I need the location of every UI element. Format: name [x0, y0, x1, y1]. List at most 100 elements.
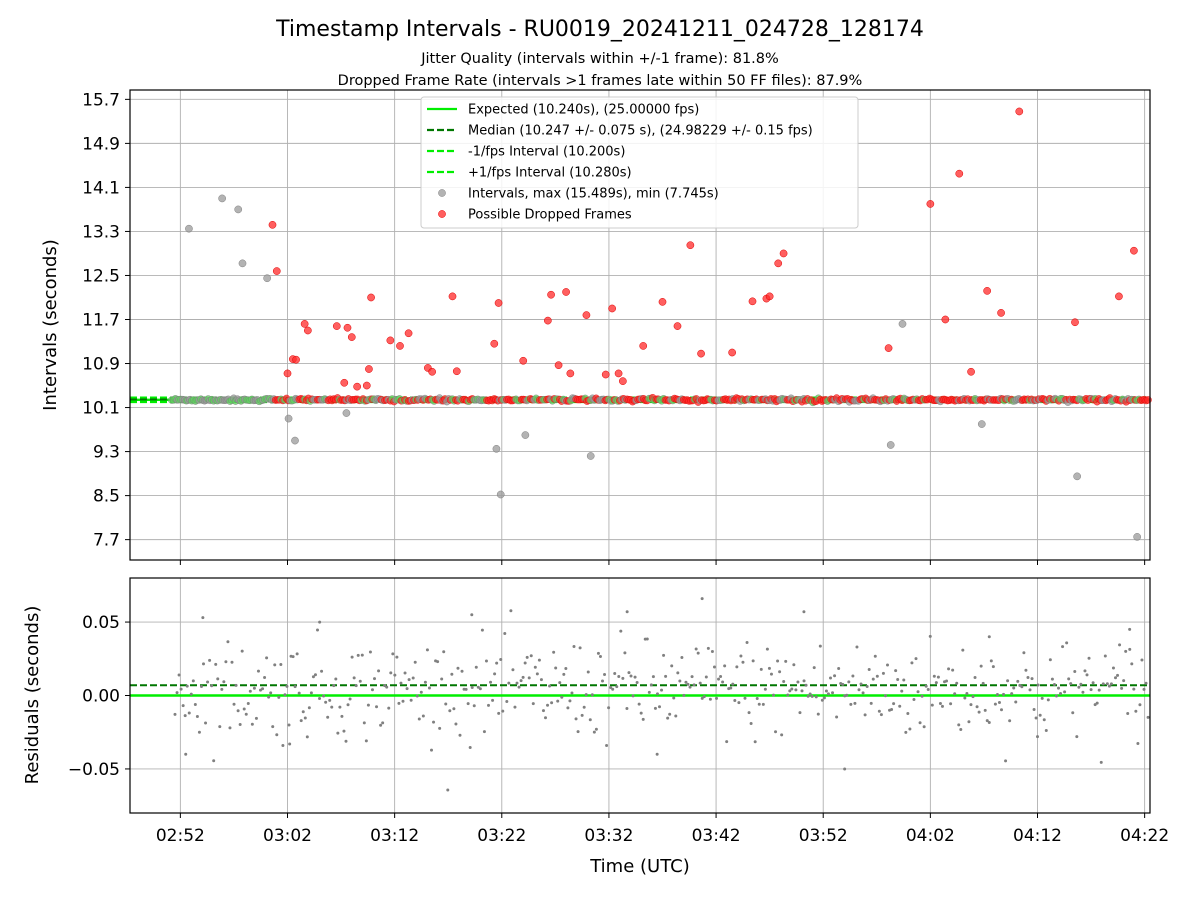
- residual-point: [493, 672, 497, 676]
- residual-point: [204, 721, 208, 725]
- residual-point: [867, 668, 871, 672]
- residual-point: [1014, 700, 1018, 704]
- residual-point: [529, 654, 533, 658]
- residual-point: [857, 688, 861, 692]
- residual-point: [336, 731, 340, 735]
- residual-point: [1091, 681, 1095, 685]
- residual-point: [631, 694, 635, 698]
- intervals-y-tick-label: 15.7: [82, 90, 120, 110]
- residual-point: [851, 674, 855, 678]
- x-tick-label: 04:22: [1120, 826, 1169, 846]
- residual-point: [305, 735, 309, 739]
- residual-point: [330, 705, 334, 709]
- residual-point: [218, 725, 222, 729]
- residual-point: [254, 716, 258, 720]
- residual-point: [399, 681, 403, 685]
- residual-point: [627, 671, 631, 675]
- intervals-y-tick-label: 9.3: [93, 443, 120, 463]
- dropped-frame-point: [997, 309, 1005, 317]
- residual-point: [405, 687, 409, 691]
- residual-point: [525, 655, 529, 659]
- dropped-frame-point: [343, 323, 352, 332]
- dropped-frame-point: [967, 367, 975, 376]
- residual-point: [344, 739, 348, 743]
- residual-point: [495, 661, 499, 665]
- residual-point: [873, 654, 877, 658]
- dropped-frame-point: [639, 342, 648, 350]
- residual-point: [625, 706, 629, 710]
- residual-point: [295, 652, 299, 656]
- residual-point: [212, 759, 216, 763]
- residual-point: [688, 685, 692, 689]
- residual-point: [288, 742, 292, 746]
- residual-point: [350, 655, 354, 659]
- dropped-frame-point: [300, 320, 309, 328]
- residual-point: [452, 707, 456, 711]
- residual-point: [633, 675, 637, 679]
- residual-point: [655, 752, 659, 756]
- residual-point: [1073, 670, 1077, 674]
- residual-point: [403, 671, 407, 675]
- residual-point: [222, 680, 226, 684]
- residual-point: [368, 650, 372, 654]
- residual-point: [505, 700, 509, 704]
- residual-point: [1059, 691, 1063, 695]
- residual-point: [586, 670, 590, 674]
- residual-point: [432, 720, 436, 724]
- residual-point: [503, 631, 507, 635]
- residual-point: [898, 704, 902, 708]
- residual-point: [741, 660, 745, 664]
- residual-point: [924, 684, 928, 688]
- residual-point: [277, 695, 281, 699]
- residual-point: [334, 677, 338, 681]
- residual-point: [348, 697, 352, 701]
- x-tick-label: 03:42: [692, 826, 741, 846]
- residual-point: [877, 709, 881, 713]
- residual-point: [568, 699, 572, 703]
- intervals-points: [168, 107, 1152, 541]
- dropped-frame-point: [404, 329, 413, 338]
- residual-point: [938, 701, 942, 705]
- residual-point: [953, 692, 957, 696]
- residual-point: [668, 712, 672, 716]
- residual-point: [574, 717, 578, 721]
- residual-point: [936, 675, 940, 679]
- residual-point: [1095, 701, 1099, 705]
- residual-point: [1040, 696, 1044, 700]
- residual-point: [1097, 688, 1101, 692]
- dropped-frame-point: [686, 241, 695, 250]
- residual-point: [914, 657, 918, 661]
- residual-point: [802, 610, 806, 614]
- residual-point: [753, 740, 757, 744]
- residual-point: [184, 752, 188, 756]
- dropped-frame-point: [608, 304, 616, 313]
- residual-point: [544, 716, 547, 720]
- residual-point: [340, 714, 344, 718]
- residual-point: [859, 682, 863, 686]
- residual-point: [847, 680, 851, 684]
- residual-point: [1016, 679, 1020, 683]
- x-tick-label: 02:52: [156, 826, 205, 846]
- residual-point: [244, 712, 248, 716]
- residual-point: [684, 680, 688, 684]
- residual-point: [216, 677, 220, 681]
- residual-point: [234, 683, 238, 687]
- residual-point: [1130, 662, 1134, 666]
- residual-point: [995, 693, 999, 697]
- residual-point: [1077, 685, 1081, 689]
- interval-point: [1133, 533, 1141, 541]
- residual-point: [201, 616, 205, 620]
- residual-point: [1050, 677, 1054, 681]
- residual-point: [1114, 676, 1117, 680]
- dropped-frame-point: [1015, 107, 1024, 116]
- residual-point: [370, 688, 374, 692]
- residual-point: [202, 662, 205, 666]
- residual-point: [796, 680, 800, 684]
- residual-point: [1122, 679, 1126, 683]
- dropped-frame-point: [367, 293, 375, 302]
- residual-point: [1028, 688, 1032, 692]
- interval-point: [496, 490, 505, 499]
- dropped-frame-point: [547, 290, 555, 299]
- residual-point: [1124, 649, 1128, 653]
